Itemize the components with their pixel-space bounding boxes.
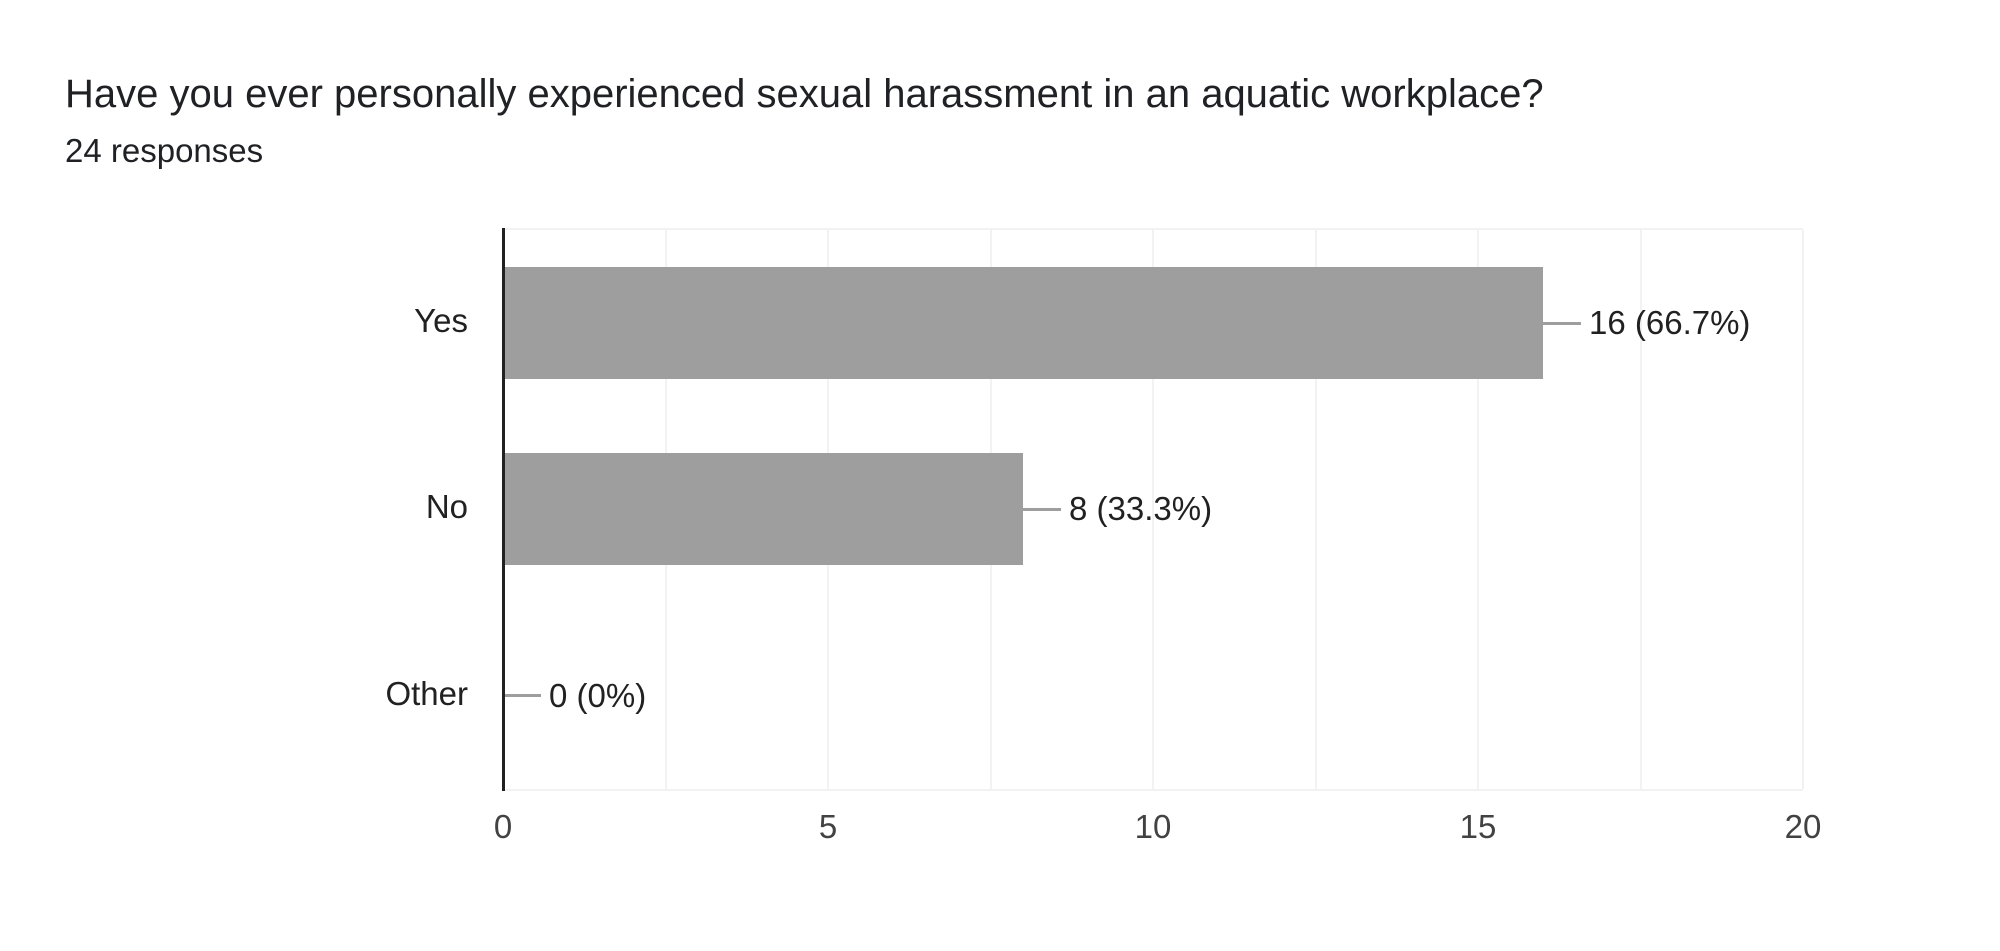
category-label-yes: Yes bbox=[414, 302, 468, 340]
x-axis-labels: 0 5 10 15 20 bbox=[494, 808, 1822, 852]
bar-row: 8 (33.3%) bbox=[503, 416, 1803, 602]
y-axis-line bbox=[502, 228, 505, 791]
gridline bbox=[1639, 230, 1642, 789]
value-connector-line bbox=[1543, 321, 1581, 325]
gridline bbox=[1477, 230, 1479, 789]
value-connector-line bbox=[1023, 507, 1061, 511]
value-connector-line bbox=[503, 694, 541, 698]
gridline bbox=[1152, 230, 1154, 789]
bar-row: 0 (0%) bbox=[503, 603, 1803, 789]
x-tick-label: 10 bbox=[1134, 808, 1172, 845]
bar-rows: 16 (66.7%) 8 (33.3%) 0 (0%) bbox=[503, 230, 1803, 789]
bar-no bbox=[503, 453, 1023, 566]
value-label-group: 8 (33.3%) bbox=[1023, 490, 1212, 528]
plot-area: 16 (66.7%) 8 (33.3%) 0 (0%) bbox=[502, 228, 1804, 791]
value-label: 8 (33.3%) bbox=[1069, 490, 1213, 528]
gridline bbox=[1314, 230, 1317, 789]
gridline bbox=[1802, 230, 1804, 789]
x-tick-label: 20 bbox=[1784, 808, 1822, 845]
x-tick-label: 5 bbox=[818, 808, 838, 845]
chart-title: Have you ever personally experienced sex… bbox=[65, 72, 1544, 116]
y-axis-category-labels: Yes No Other bbox=[0, 228, 468, 787]
category-label-other: Other bbox=[385, 674, 468, 712]
value-label: 0 (0%) bbox=[549, 676, 647, 714]
bar-yes bbox=[503, 267, 1543, 380]
response-count: 24 responses bbox=[65, 132, 264, 169]
value-label-group: 0 (0%) bbox=[503, 677, 646, 715]
x-tick-label: 15 bbox=[1459, 808, 1497, 845]
value-label: 16 (66.7%) bbox=[1589, 304, 1751, 342]
x-tick-label: 0 bbox=[493, 808, 513, 845]
category-label-no: No bbox=[425, 488, 468, 526]
value-label-group: 16 (66.7%) bbox=[1543, 304, 1750, 342]
bar-row: 16 (66.7%) bbox=[503, 230, 1803, 416]
